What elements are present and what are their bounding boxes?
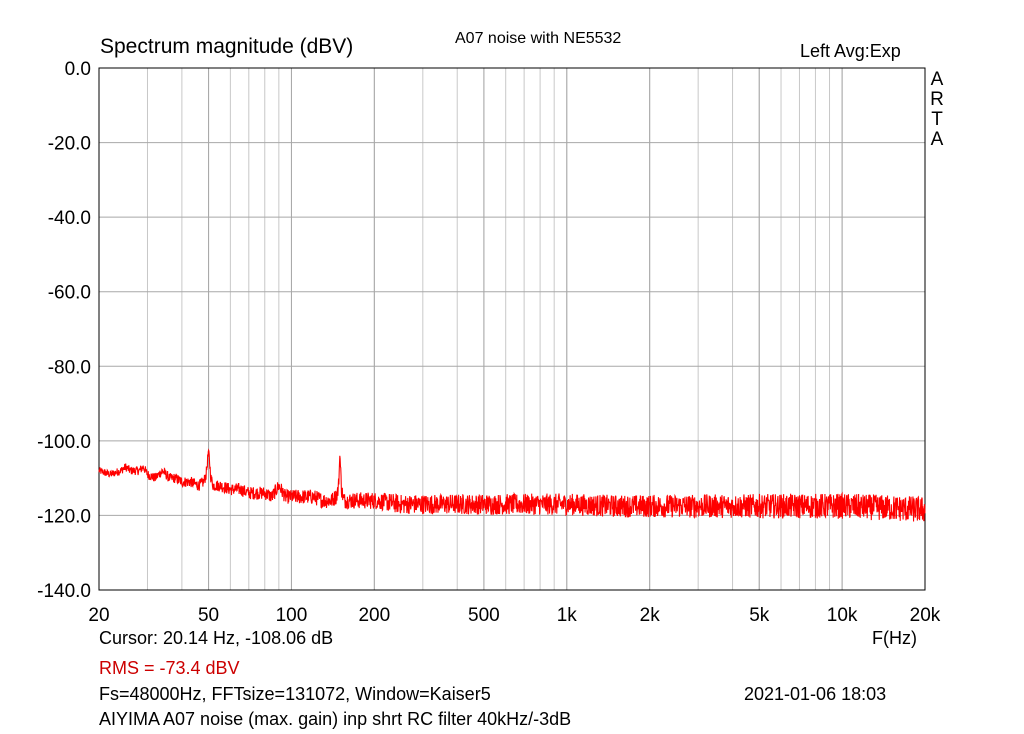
vertical-label-char: R: [930, 89, 944, 110]
y-axis-title: Spectrum magnitude (dBV): [100, 35, 354, 58]
timestamp: 2021-01-06 18:03: [744, 684, 887, 704]
spectrum-line: [98, 448, 926, 522]
y-tick-label: -40.0: [48, 208, 91, 229]
x-tick-label: 100: [276, 605, 308, 626]
y-tick-label: -100.0: [37, 432, 91, 453]
y-tick-label: -20.0: [48, 134, 91, 155]
cursor-readout: Cursor: 20.14 Hz, -108.06 dB: [99, 628, 334, 648]
rms-readout: RMS = -73.4 dBV: [99, 658, 240, 678]
x-axis-title: F(Hz): [872, 628, 917, 648]
vertical-label-char: A: [930, 129, 944, 150]
x-tick-label: 1k: [557, 605, 578, 626]
y-tick-label: -60.0: [48, 283, 91, 304]
fft-settings: Fs=48000Hz, FFTsize=131072, Window=Kaise…: [99, 684, 491, 704]
vertical-label-char: T: [931, 109, 943, 130]
vertical-label-char: A: [930, 69, 944, 90]
plot-frame: [98, 67, 926, 591]
x-tick-label: 2k: [640, 605, 661, 626]
x-tick-label: 50: [198, 605, 219, 626]
y-tick-label: -140.0: [37, 581, 91, 602]
x-tick-label: 20k: [910, 605, 941, 626]
x-tick-label: 10k: [827, 605, 858, 626]
chart-title: A07 noise with NE5532: [455, 30, 622, 47]
x-tick-label: 5k: [749, 605, 770, 626]
vertical-label: A R T A: [929, 70, 945, 150]
x-tick-label: 200: [358, 605, 390, 626]
x-tick-label: 20: [88, 605, 109, 626]
x-tick-label: 500: [468, 605, 500, 626]
y-tick-label: 0.0: [65, 59, 91, 80]
channel-label: Left Avg:Exp: [800, 41, 901, 61]
y-tick-label: -120.0: [37, 506, 91, 527]
measurement-note: AIYIMA A07 noise (max. gain) inp shrt RC…: [99, 709, 572, 729]
y-tick-label: -80.0: [48, 357, 91, 378]
